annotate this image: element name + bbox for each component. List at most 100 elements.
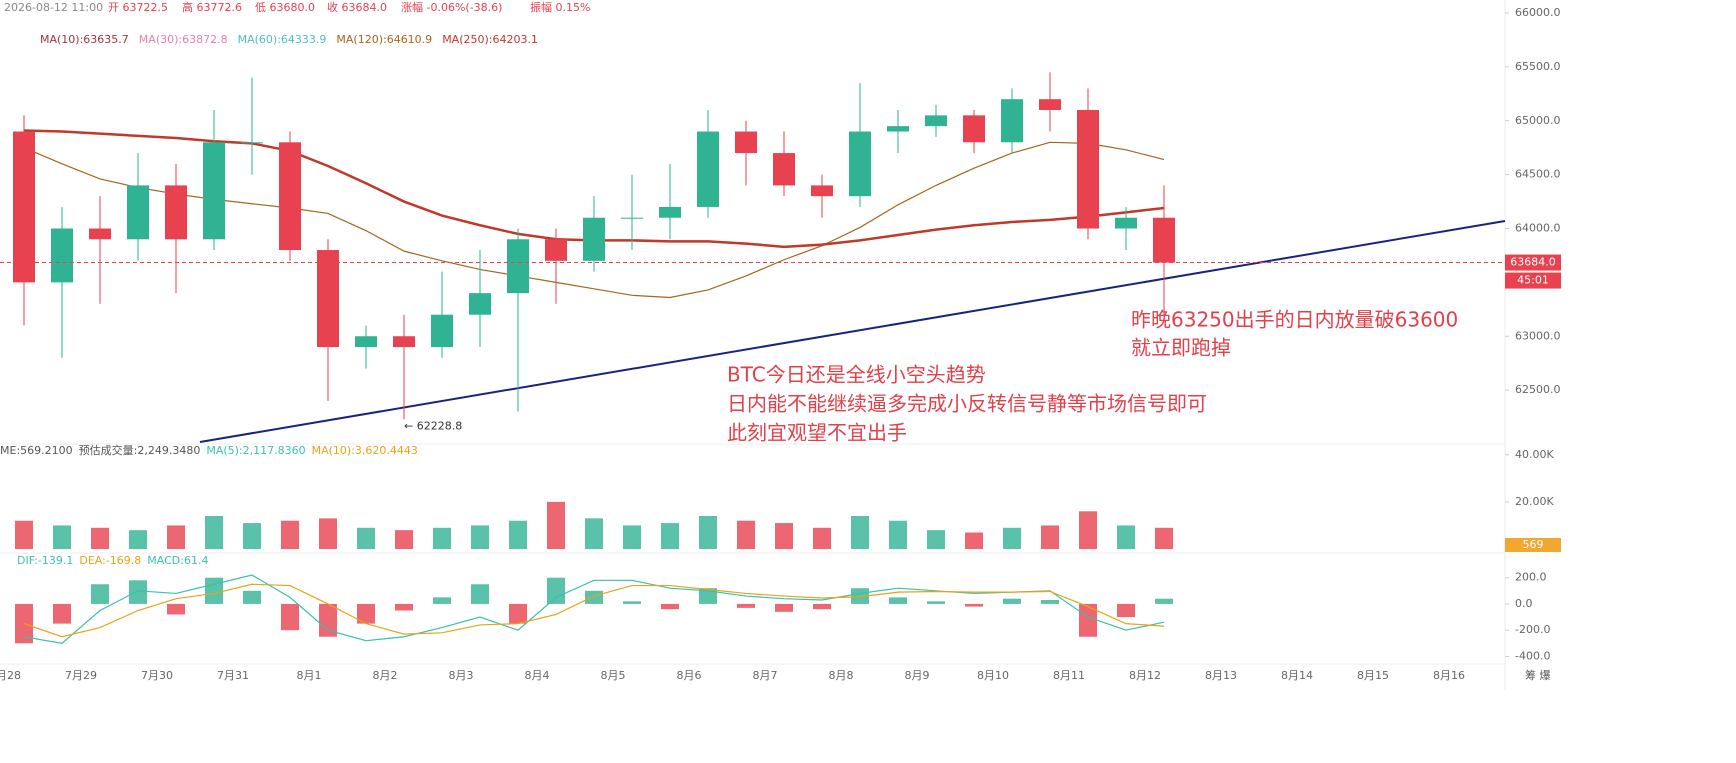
macd-bar [53, 603, 71, 624]
header-open: 开 63722.5 [108, 1, 168, 14]
candle-body [241, 142, 263, 144]
price-badge [1505, 254, 1561, 271]
macd-bar [129, 580, 147, 604]
x-tick-label: 8月6 [677, 669, 702, 682]
volume-bar [1041, 525, 1059, 549]
x-tick-label: 8月7 [753, 669, 778, 682]
x-tick-label: 8月14 [1281, 669, 1313, 682]
y-tick-label: 40.00K [1515, 448, 1554, 461]
candle-body [203, 142, 225, 240]
x-tick-label: 8月2 [373, 669, 398, 682]
macd-bar [1003, 598, 1021, 604]
y-tick-label: 63000.0 [1515, 329, 1561, 342]
x-tick-label: 7月28 [0, 669, 21, 682]
macd-bar [547, 577, 565, 604]
candle-body [887, 126, 909, 132]
volume-legend: 预估成交量:2,249.3480 [79, 443, 201, 457]
macd-bar [509, 603, 527, 624]
header-amplitude: 振幅 0.15% [530, 0, 590, 14]
macd-bar [319, 603, 337, 637]
volume-bar [319, 518, 337, 549]
volume-bar [281, 520, 299, 549]
volume-bar [813, 527, 831, 549]
x-tick-label: 8月16 [1433, 669, 1465, 682]
x-tick-label: 8月12 [1129, 669, 1161, 682]
macd-bar [699, 588, 717, 604]
candle-body [621, 217, 643, 219]
macd-bar [91, 584, 109, 604]
x-tick-label: 8月4 [525, 669, 550, 682]
x-tick-label: 8月5 [601, 669, 626, 682]
y-tick-label: 0.0 [1515, 597, 1533, 610]
volume-bar [775, 523, 793, 549]
side-icons[interactable]: 筹 爆 [1525, 668, 1551, 682]
candle-body [127, 185, 149, 240]
annotation: BTC今日还是全线小空头趋势 [727, 363, 986, 387]
candle-body [849, 131, 871, 197]
volume-bar [167, 525, 185, 549]
macd-bar [813, 603, 831, 610]
y-tick-label: 65500.0 [1515, 60, 1561, 73]
volume-bar [15, 520, 33, 549]
countdown-label: 45:01 [1517, 274, 1549, 287]
candle-body [963, 115, 985, 143]
volume-bar [965, 532, 983, 549]
y-tick-label: -200.0 [1515, 623, 1550, 636]
candle-body [507, 239, 529, 294]
y-tick-label: 20.00K [1515, 495, 1554, 508]
volume-bar [91, 527, 109, 549]
volume-badge-label: 569 [1523, 538, 1544, 551]
macd-bar [281, 603, 299, 631]
candle-body [1153, 217, 1175, 263]
volume-bar [53, 525, 71, 549]
candle-body [317, 250, 339, 348]
candle-body [431, 314, 453, 348]
volume-bar [1155, 527, 1173, 549]
x-tick-label: 7月30 [141, 669, 173, 682]
macd-bar [1117, 603, 1135, 618]
macd-bar [433, 597, 451, 604]
volume-legend: MA(10):3,620.4443 [312, 444, 418, 457]
candle-body [51, 228, 73, 283]
x-tick-label: 8月10 [977, 669, 1009, 682]
y-tick-label: 64000.0 [1515, 222, 1561, 235]
volume-bar [243, 523, 261, 549]
candle-body [1001, 99, 1023, 143]
x-tick-label: 8月9 [905, 669, 930, 682]
price-badge-label: 63684.0 [1510, 256, 1556, 269]
ma-legend: MA(120):64610.9 [336, 33, 432, 46]
y-tick-label: 65000.0 [1515, 114, 1561, 127]
volume-legend: MA(5):2,117.8360 [206, 444, 305, 457]
macd-bar [243, 590, 261, 604]
header-close: 收 63684.0 [327, 0, 387, 14]
x-tick-label: 7月31 [217, 669, 249, 682]
candle-body [1077, 109, 1099, 229]
macd-bar [889, 597, 907, 604]
candle-body [355, 336, 377, 348]
header-change: 涨幅 -0.06%(-38.6) [401, 1, 502, 14]
volume-bar [357, 527, 375, 549]
volume-bar [395, 530, 413, 549]
candle-body [545, 239, 567, 261]
candle-body [811, 185, 833, 197]
candle-body [925, 115, 947, 127]
macd-bar [927, 601, 945, 604]
macd-bar [1155, 598, 1173, 604]
macd-bar [623, 601, 641, 604]
trend-line [199, 220, 1506, 443]
candle-body [773, 153, 795, 186]
candle-body [735, 131, 757, 154]
dea-line [23, 583, 1165, 638]
volume-bar [699, 516, 717, 549]
candle-body [697, 131, 719, 207]
macd-legend: DIF:-139.1 [17, 554, 73, 567]
dif-line [23, 574, 1165, 644]
volume-bar [509, 520, 527, 549]
ma-legend: MA(250):64203.1 [442, 33, 538, 46]
header-low: 低 63680.0 [255, 1, 315, 14]
volume-bar [1003, 527, 1021, 549]
x-tick-label: 8月13 [1205, 669, 1237, 682]
volume-bar [471, 525, 489, 549]
candle-body [279, 142, 301, 251]
